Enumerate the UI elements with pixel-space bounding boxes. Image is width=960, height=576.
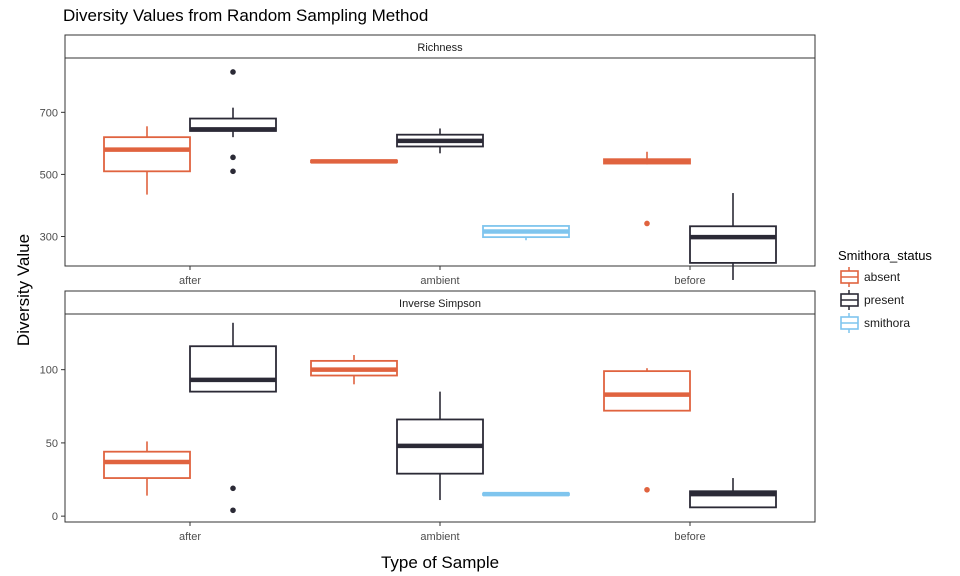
x-tick-label: ambient bbox=[420, 275, 459, 287]
box-before-present bbox=[689, 193, 777, 280]
box-ambient-present bbox=[396, 391, 484, 501]
box-body bbox=[103, 136, 191, 173]
x-tick-label: after bbox=[179, 531, 201, 543]
x-tick-label: after bbox=[179, 275, 201, 287]
legend-label: present bbox=[864, 293, 905, 307]
box-after-present bbox=[189, 69, 277, 175]
y-tick-label: 50 bbox=[46, 438, 58, 450]
outlier-point bbox=[230, 154, 236, 161]
legend-items: absent present smithora bbox=[840, 267, 910, 333]
facet-label: Richness bbox=[417, 42, 463, 54]
legend-label: absent bbox=[864, 270, 901, 284]
box-body bbox=[189, 345, 277, 393]
y-tick-label: 300 bbox=[40, 232, 58, 244]
outlier-point bbox=[230, 507, 236, 514]
facet-panel: Richness 300 500 700 after ambient before bbox=[40, 34, 816, 287]
box-body bbox=[603, 370, 691, 412]
chart-title: Diversity Values from Random Sampling Me… bbox=[63, 6, 428, 25]
y-tick-label: 500 bbox=[40, 169, 58, 181]
x-axis-label: Type of Sample bbox=[381, 553, 499, 572]
x-tick-label: before bbox=[674, 275, 705, 287]
legend-title: Smithora_status bbox=[838, 248, 932, 263]
box-before-present bbox=[689, 478, 777, 509]
legend-item-present: present bbox=[840, 290, 905, 310]
x-tick-label: before bbox=[674, 531, 705, 543]
legend-item-absent: absent bbox=[840, 267, 901, 287]
outlier-point bbox=[230, 168, 236, 175]
box-ambient-smithora bbox=[482, 491, 570, 497]
outlier-point bbox=[230, 485, 236, 492]
legend: Smithora_status absent present smithora bbox=[838, 248, 932, 333]
box-after-present bbox=[189, 322, 277, 514]
box-body bbox=[689, 225, 777, 264]
box-ambient-present bbox=[396, 128, 484, 154]
box-ambient-smithora bbox=[482, 225, 570, 241]
outlier-point bbox=[644, 486, 650, 493]
y-tick-label: 0 bbox=[52, 511, 58, 523]
box-before-absent bbox=[603, 151, 691, 227]
facet-panel: Inverse Simpson 0 50 100 after ambient before bbox=[40, 290, 816, 543]
outlier-point bbox=[230, 69, 236, 75]
y-tick-label: 700 bbox=[40, 107, 58, 119]
box-ambient-absent bbox=[310, 159, 398, 164]
legend-label: smithora bbox=[864, 316, 910, 330]
box-ambient-absent bbox=[310, 355, 398, 385]
box-before-absent bbox=[603, 368, 691, 493]
y-axis-label: Diversity Value bbox=[14, 234, 33, 346]
facet-label: Inverse Simpson bbox=[399, 298, 481, 310]
box-body bbox=[103, 450, 191, 479]
y-tick-label: 100 bbox=[40, 365, 58, 377]
legend-item-smithora: smithora bbox=[840, 313, 910, 333]
box-after-absent bbox=[103, 441, 191, 496]
x-tick-label: ambient bbox=[420, 531, 459, 543]
box-after-absent bbox=[103, 126, 191, 195]
outlier-point bbox=[644, 220, 650, 227]
